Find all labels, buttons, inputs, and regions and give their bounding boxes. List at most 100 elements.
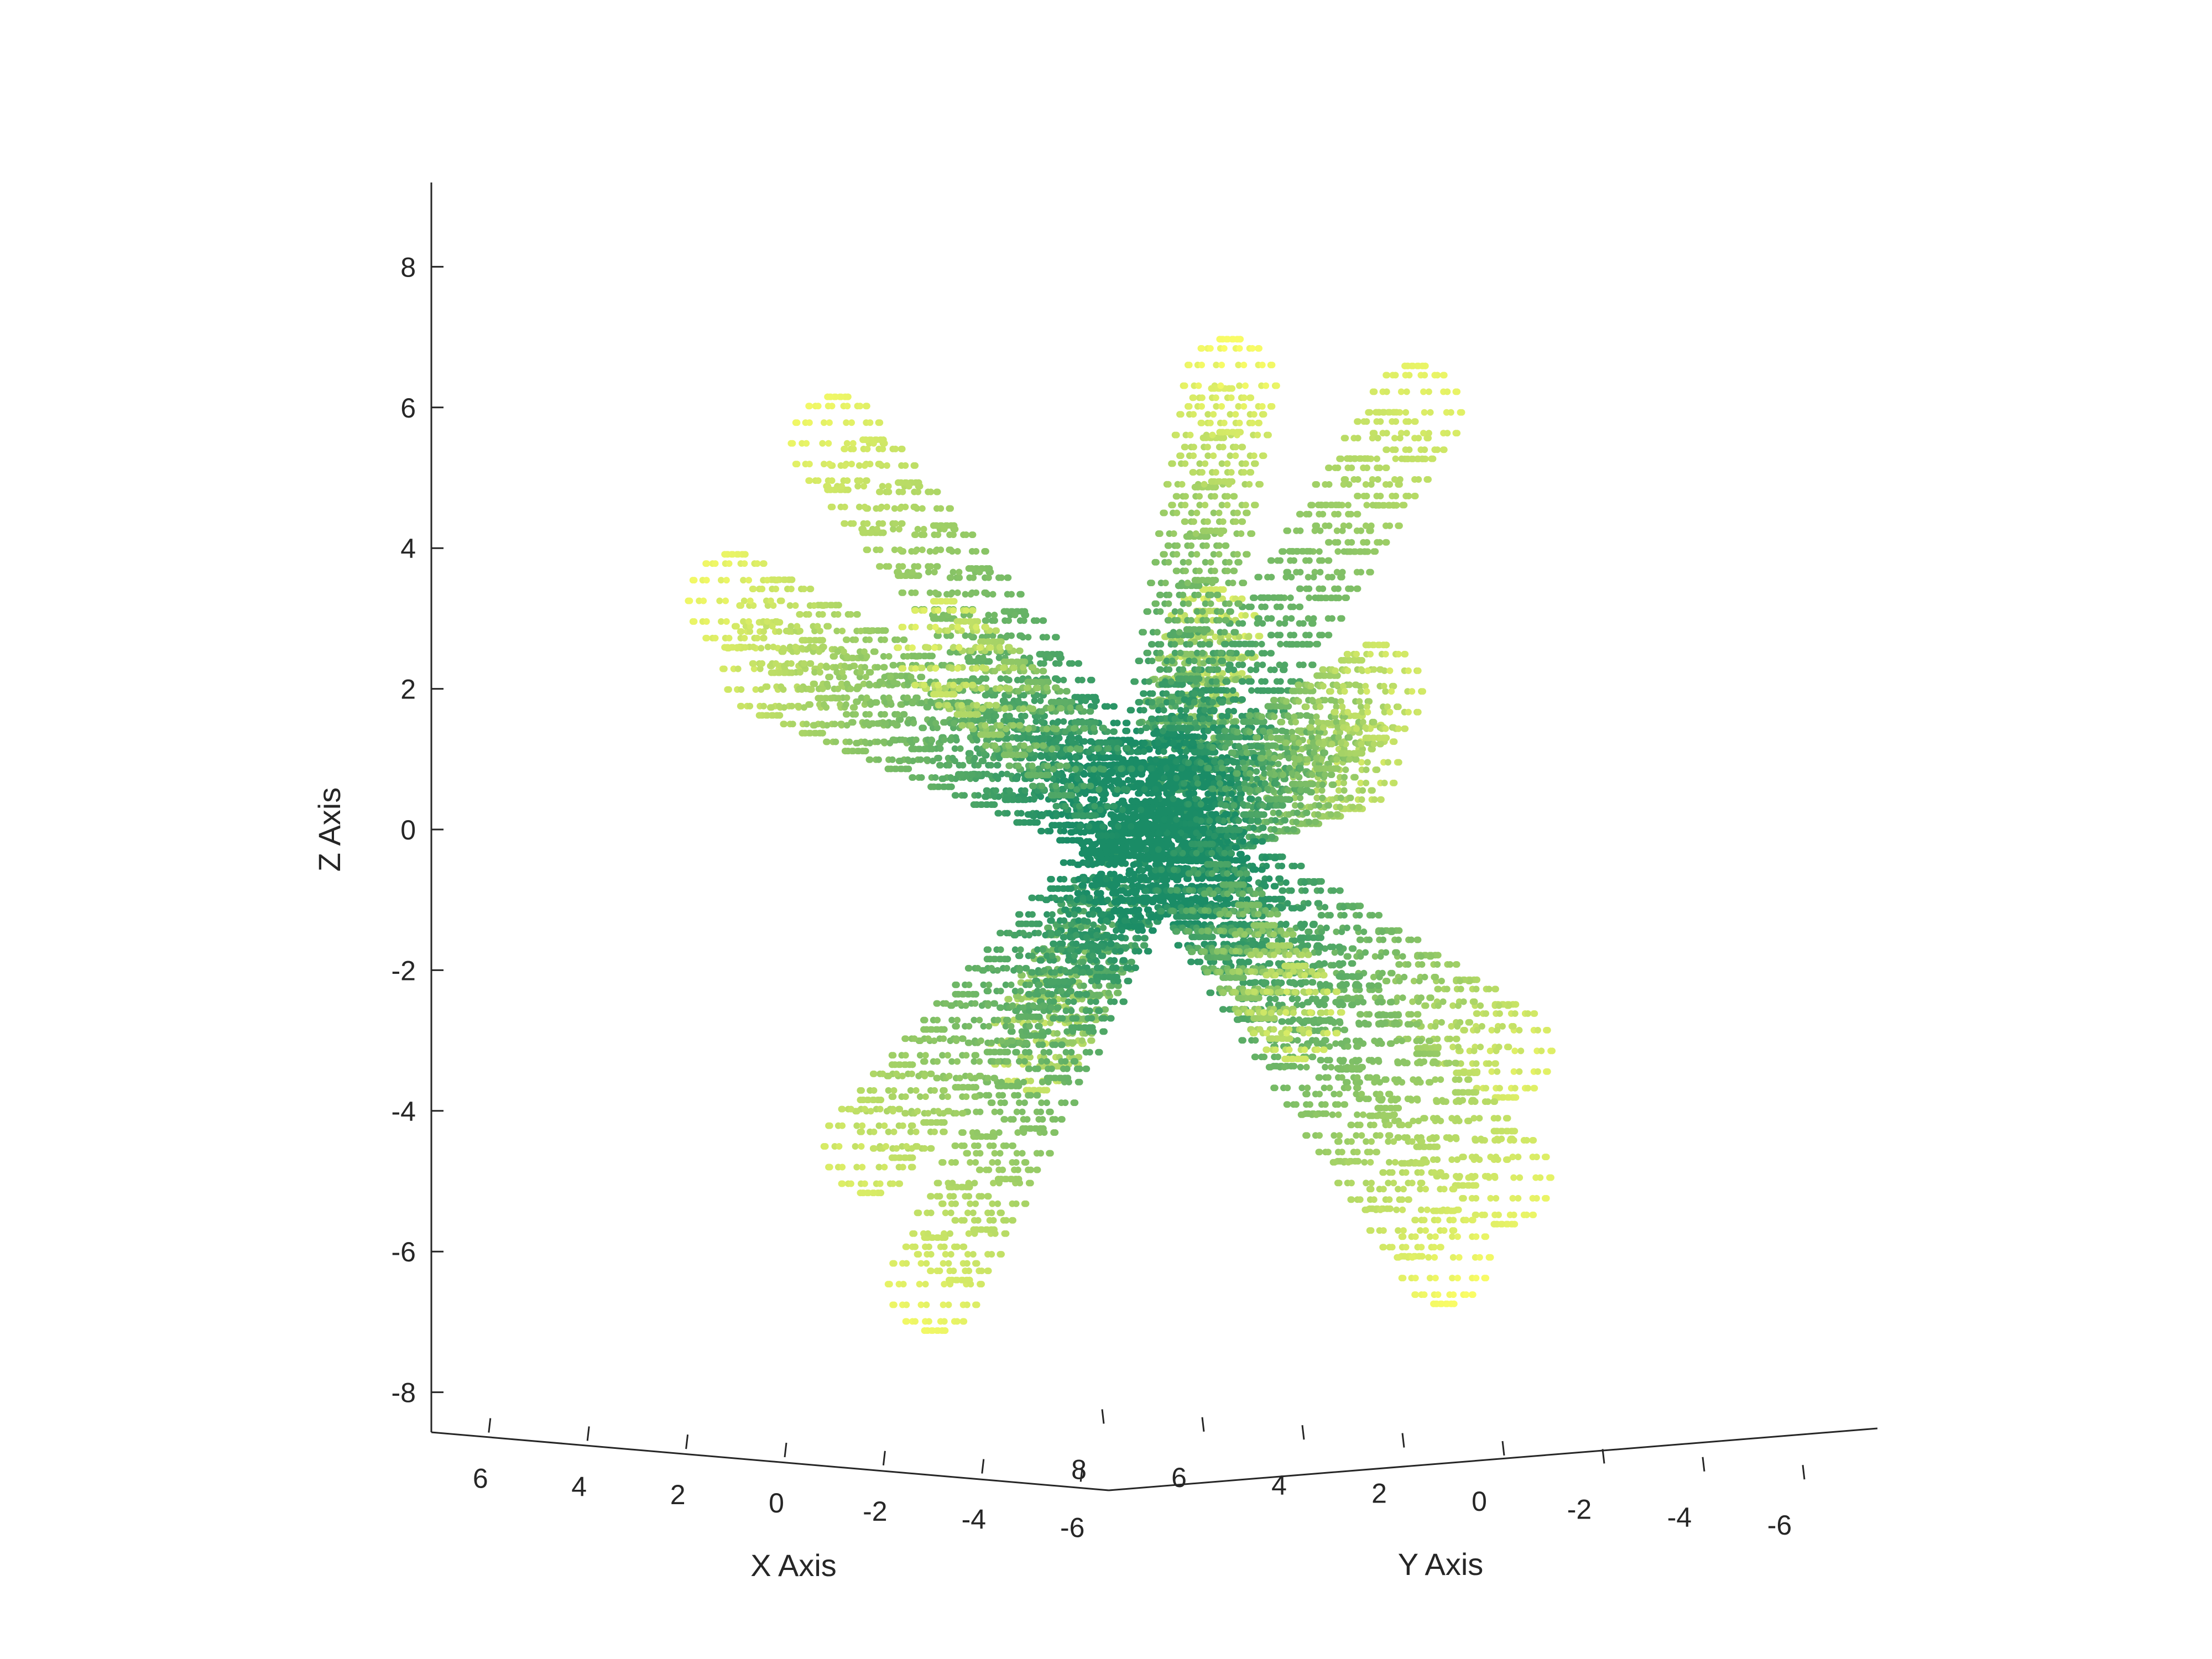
data-point [1239,444,1246,451]
data-point [1339,960,1347,967]
data-point [1389,1244,1396,1251]
data-point [1408,1180,1416,1187]
data-point [1417,1060,1425,1067]
data-point [1226,600,1233,607]
data-point [1345,481,1353,488]
data-point [1425,388,1432,395]
data-point [1438,1207,1446,1214]
data-point [1352,1157,1359,1165]
data-point [1376,465,1384,471]
data-point [1352,774,1359,781]
data-point [1353,1132,1360,1139]
data-point [1369,502,1376,509]
data-point [1322,749,1328,757]
data-point [1530,1137,1537,1144]
data-point [1432,1022,1439,1030]
data-point [1418,1169,1425,1176]
data-point [1363,779,1370,786]
data-point [1227,649,1234,656]
data-point [1270,1026,1277,1033]
data-point [1397,388,1405,395]
data-point [1307,1009,1314,1016]
data-point [1474,1010,1481,1017]
data-point [1224,678,1231,685]
data-point [1263,1030,1270,1037]
data-point [1349,973,1357,980]
data-point [1321,1046,1328,1053]
data-point [1219,698,1226,706]
data-point [1392,493,1400,499]
data-point [1363,1138,1370,1145]
data-point [1235,743,1243,750]
data-point [1426,1233,1433,1240]
data-point [1337,739,1344,747]
data-point [1380,1244,1387,1251]
data-point [1362,522,1369,529]
data-point [1384,978,1391,984]
data-point [1310,573,1317,581]
data-point [1215,846,1223,853]
data-point [1453,1135,1460,1142]
data-point [1363,493,1370,499]
data-point [1395,1254,1402,1261]
data-point [1316,1091,1323,1098]
data-point [1496,1084,1503,1092]
data-point [1338,999,1344,1006]
data-point [1405,1035,1412,1042]
data-point [1284,712,1291,719]
data-point [1368,1057,1375,1064]
data-point [1336,973,1343,980]
data-point [1355,982,1363,989]
data-point [1356,804,1363,811]
data-point [1376,1079,1384,1086]
data-point [1402,725,1409,732]
data-point [1340,1057,1347,1064]
data-point [1332,999,1339,1006]
data-point [1303,1132,1311,1139]
data-point [1297,585,1304,592]
data-point [1250,411,1258,418]
data-point [1405,667,1412,674]
data-point [1432,973,1439,980]
data-point [1460,1182,1467,1189]
data-point [1354,924,1361,931]
data-point [1308,771,1316,778]
data-point [1326,1084,1333,1092]
data-point [1455,1076,1463,1083]
data-point [1234,770,1241,777]
data-point [1317,943,1324,951]
data-point [1254,734,1261,741]
data-point [1504,1128,1511,1135]
data-point [1500,1094,1507,1101]
data-point [1231,493,1238,500]
data-point [1248,469,1255,476]
data-point [1306,585,1313,592]
data-point [1319,794,1326,801]
data-point [1414,1097,1421,1104]
data-point [1426,1275,1433,1282]
data-point [1318,1009,1326,1016]
data-point [1439,998,1447,1005]
data-point [1493,1194,1500,1202]
data-point [1244,509,1251,517]
data-point [1345,522,1353,529]
data-point [1504,1220,1511,1228]
data-point [1471,1070,1478,1076]
data-point [1367,1159,1374,1166]
data-point [1326,1057,1333,1064]
data-point [1279,727,1286,734]
data-point [1533,1194,1540,1202]
data-point [1303,809,1311,816]
data-point [1274,911,1281,918]
data-point [1461,1026,1468,1034]
data-point [1516,1026,1523,1034]
data-point [1295,698,1302,705]
data-point [1279,1018,1286,1025]
data-point [1334,539,1342,546]
data-point [1337,804,1343,811]
data-point [1346,681,1353,688]
data-point [1283,988,1290,995]
data-point [1363,418,1370,425]
data-point [1271,713,1278,721]
data-point [1340,522,1347,529]
